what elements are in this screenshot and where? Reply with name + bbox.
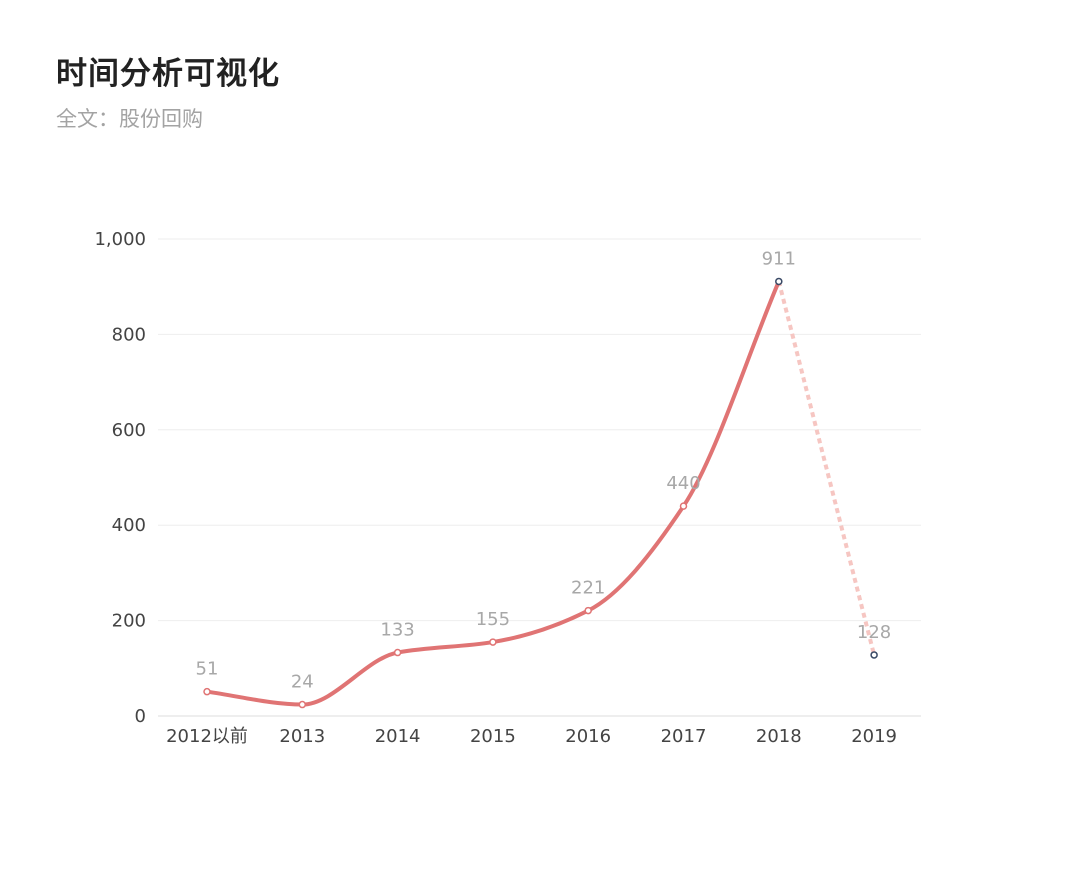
data-label: 133	[380, 620, 414, 641]
y-tick-label: 200	[112, 611, 146, 632]
forecast-dashed-segment	[776, 280, 877, 656]
x-tick-label: 2019	[851, 726, 897, 747]
data-point	[775, 277, 783, 286]
data-label: 155	[476, 609, 510, 630]
page-title: 时间分析可视化	[56, 56, 280, 92]
x-tick-label: 2017	[661, 726, 707, 747]
data-point	[870, 651, 878, 659]
y-tick-label: 600	[112, 420, 146, 441]
page-subtitle: 全文：股份回购	[56, 107, 203, 131]
x-tick-label: 2013	[279, 726, 325, 747]
data-label: 128	[857, 622, 891, 643]
data-label: 51	[196, 659, 219, 680]
y-tick-label: 1,000	[94, 229, 146, 250]
x-tick-label: 2012以前	[166, 726, 248, 747]
x-tick-label: 2016	[565, 726, 611, 747]
x-tick-label: 2015	[470, 726, 516, 747]
data-label: 221	[571, 578, 605, 599]
data-point	[393, 648, 402, 657]
x-tick-label: 2018	[756, 726, 802, 747]
data-label: 24	[291, 672, 314, 693]
data-point	[489, 638, 497, 646]
series-line	[205, 279, 781, 707]
x-tick-label: 2014	[375, 726, 421, 747]
data-label: 911	[762, 248, 796, 269]
y-tick-label: 400	[112, 515, 146, 536]
data-point	[679, 502, 688, 510]
data-point	[584, 606, 592, 615]
y-tick-label: 0	[135, 706, 146, 727]
data-label: 440	[666, 473, 700, 494]
data-point	[298, 700, 307, 709]
data-point	[203, 687, 211, 696]
y-tick-label: 800	[112, 324, 146, 345]
